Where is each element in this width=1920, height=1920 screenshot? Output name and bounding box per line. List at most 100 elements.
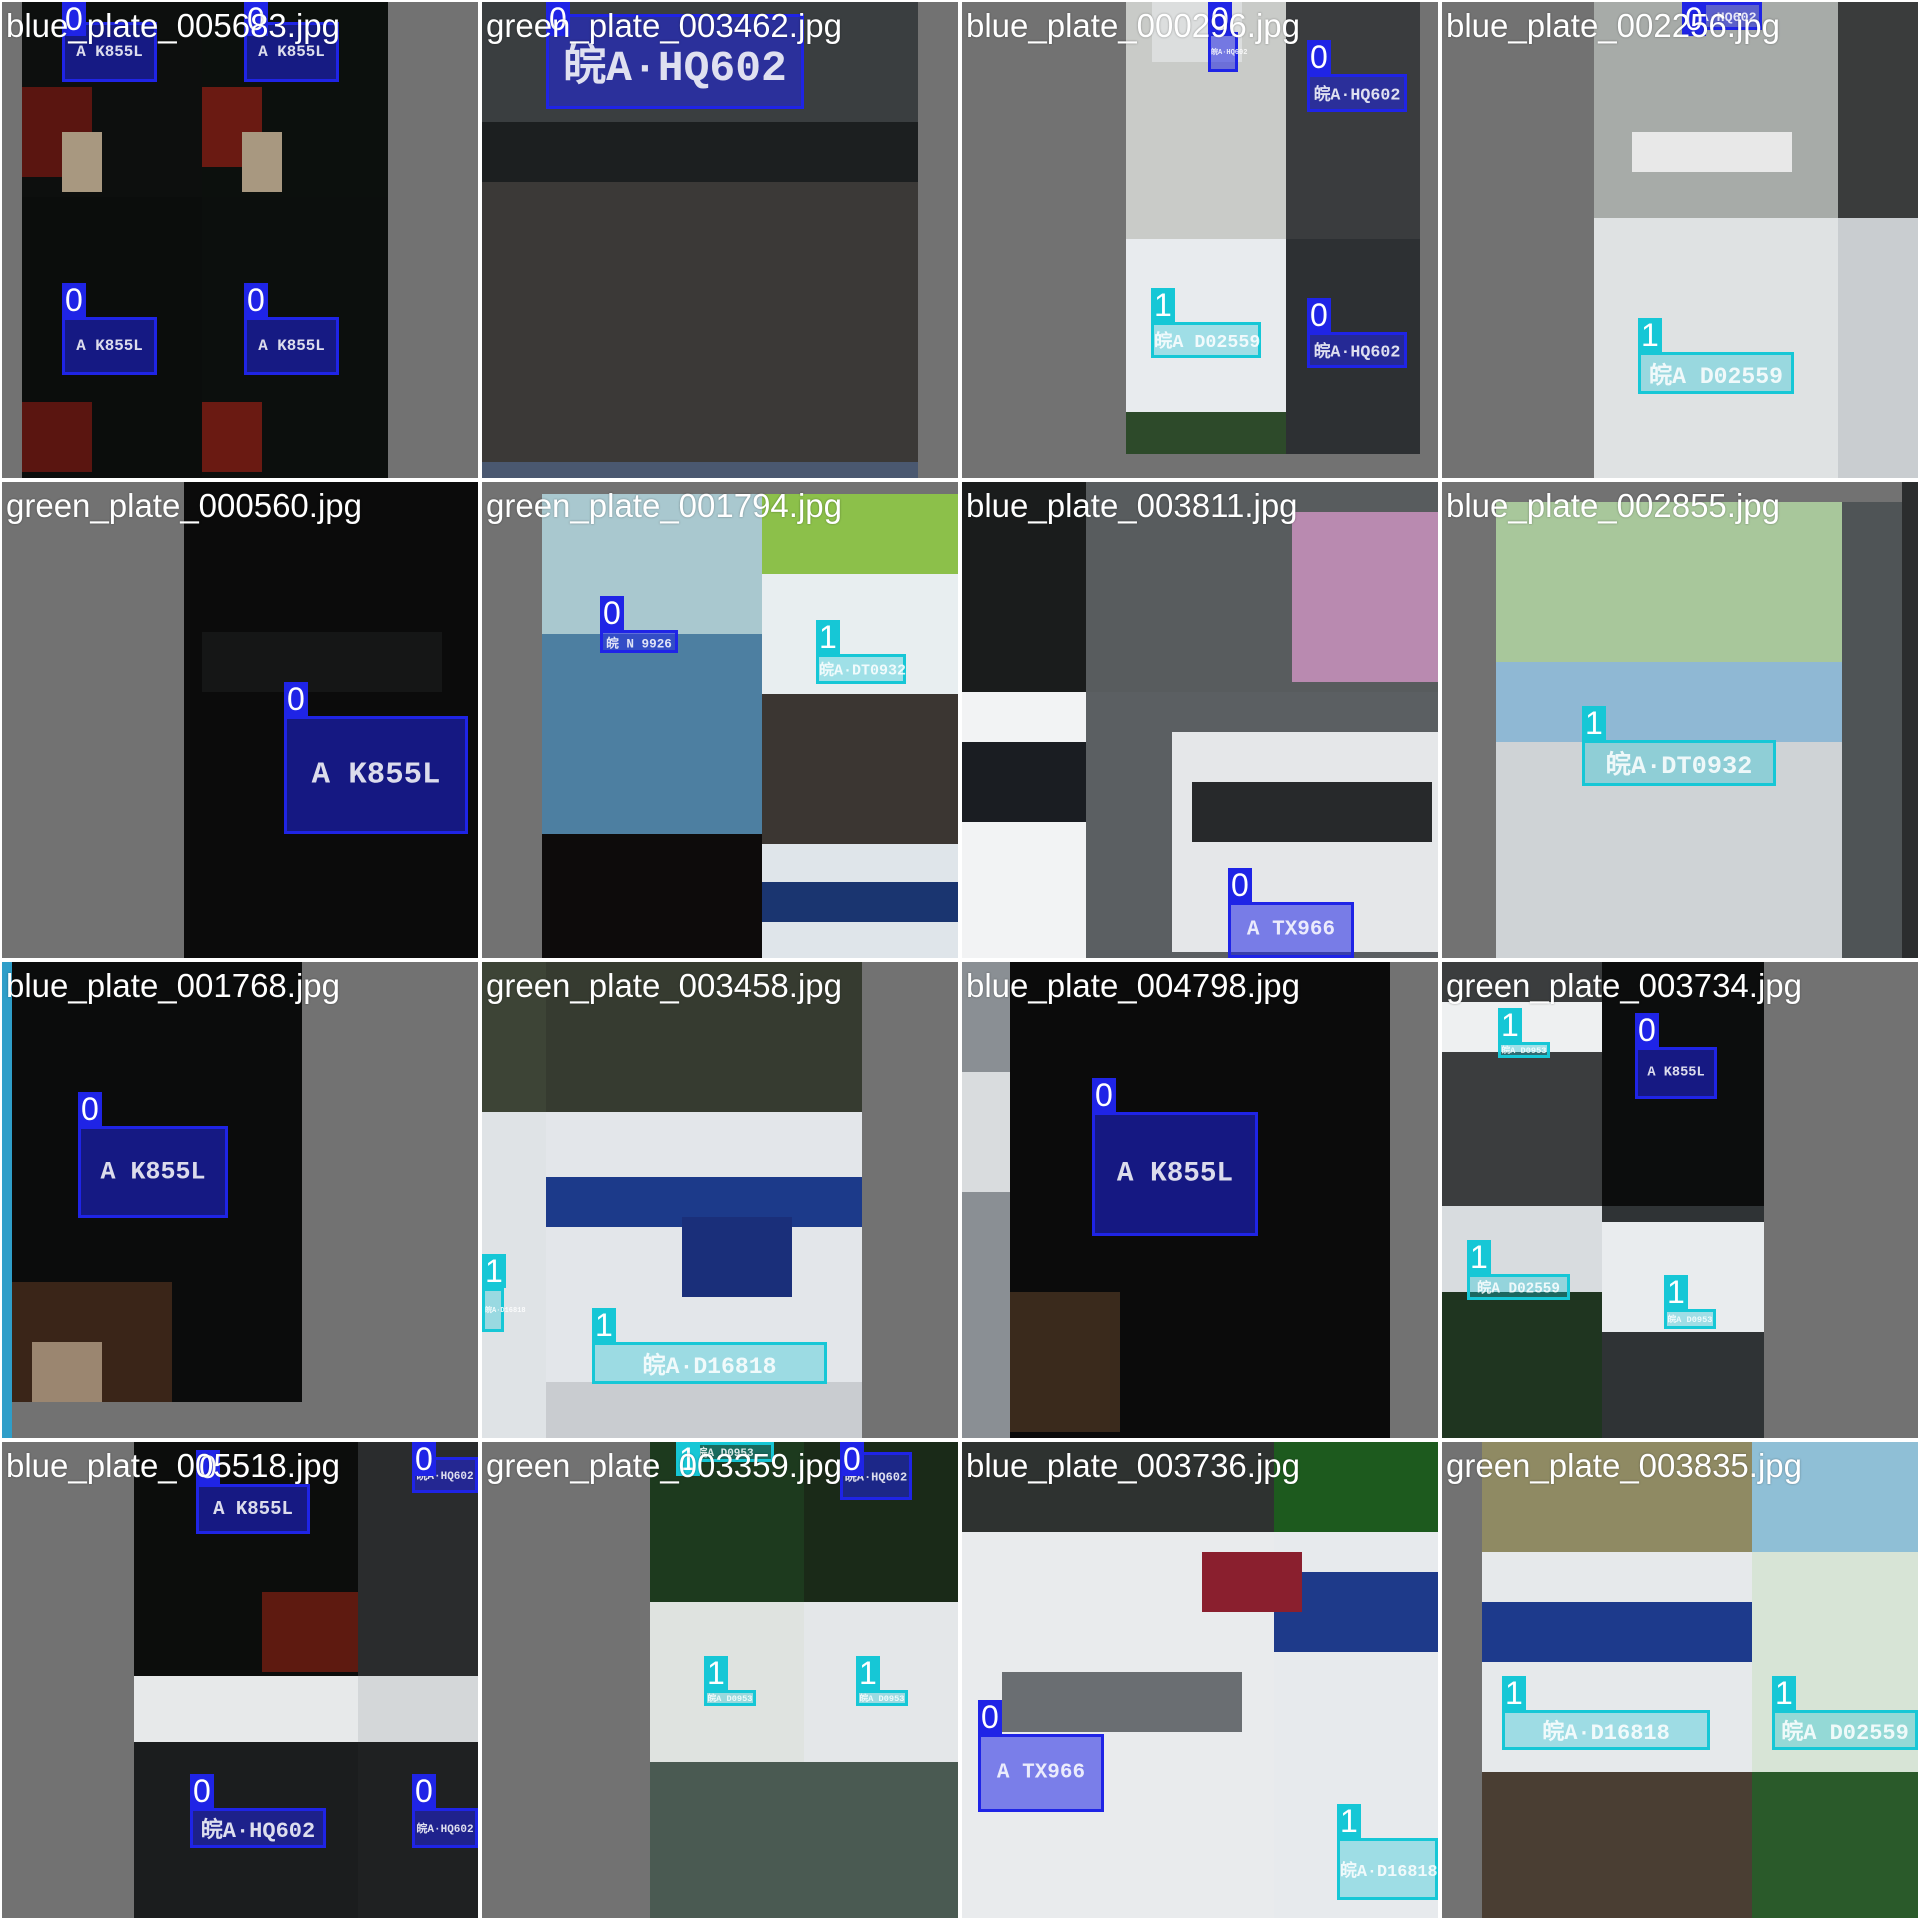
- photo-region: [482, 182, 918, 462]
- image-filename-caption: green_plate_003359.jpg: [486, 1447, 842, 1484]
- bounding-box: 皖A·HQ602: [412, 1808, 478, 1848]
- class-label: 0: [1208, 2, 1232, 36]
- bounding-box: A K855L: [78, 1126, 228, 1218]
- plate-number: 皖A D0953: [696, 1448, 754, 1460]
- plate-number: A K855L: [100, 1157, 206, 1187]
- mosaic-tile: 皖A·HQ602 0 皖A D02559 1 blue_plate_002256.jpg: [1442, 2, 1918, 478]
- image-filename-caption: blue_plate_005683.jpg: [6, 7, 340, 44]
- class-label: 1: [856, 1656, 880, 1690]
- photo-region: [542, 634, 762, 834]
- mosaic-tile: 皖A·D16818 1 皖A·D16818 1 green_plate_003458.j…: [482, 962, 958, 1438]
- photo-region: [1482, 1772, 1752, 1918]
- photo-region: [1902, 482, 1918, 958]
- bounding-box: 皖A·HQ602: [546, 14, 804, 109]
- photo-region: [762, 882, 958, 922]
- plate-number: 皖A D02559: [1477, 1281, 1560, 1298]
- class-label: 1: [676, 1442, 700, 1476]
- bounding-box: 皖A D02559: [1772, 1710, 1918, 1750]
- photo-region: [962, 742, 1086, 822]
- mosaic-tile: A K855L 0 green_plate_000560.jpg: [2, 482, 478, 958]
- class-label: 0: [244, 283, 268, 317]
- mosaic-tile: A K855L 0 皖A·HQ602 0 皖A·HQ602 0 皖A·HQ602 0 blue_…: [2, 1442, 478, 1918]
- plate-number: 皖A·D16818: [1542, 1721, 1670, 1746]
- plate-number: A TX966: [996, 1761, 1086, 1785]
- mosaic-tile: A TX966 0 blue_plate_003811.jpg: [962, 482, 1438, 958]
- bounding-box: A K855L: [1635, 1047, 1717, 1099]
- class-label: 1: [1467, 1240, 1491, 1274]
- photo-region: [650, 1762, 958, 1918]
- plate-number: 皖A·HQ602: [416, 1824, 474, 1836]
- photo-region: [2, 962, 12, 1438]
- bounding-box: 皖A D0953: [704, 1690, 756, 1706]
- class-label: 0: [1092, 1078, 1116, 1112]
- bounding-box: 皖A D0953: [1498, 1042, 1550, 1058]
- photo-region: [1002, 1672, 1242, 1732]
- photo-region: [762, 494, 958, 574]
- plate-number: 皖 N 9926: [606, 636, 672, 651]
- photo-region: [1010, 1292, 1120, 1432]
- class-label: 0: [412, 1774, 436, 1808]
- plate-number: 皖A D0953: [859, 1694, 905, 1704]
- image-filename-caption: blue_plate_002256.jpg: [1446, 7, 1780, 44]
- class-label: 0: [62, 2, 86, 36]
- image-filename-caption: blue_plate_001768.jpg: [6, 967, 340, 1004]
- mosaic-tile: 皖 N 9926 0 皖A·DT0932 1 green_plate_001794.jp…: [482, 482, 958, 958]
- plate-number: 皖A·DT0932: [1605, 752, 1753, 781]
- plate-number: 皖A D02559: [1649, 364, 1783, 390]
- photo-region: [546, 1382, 862, 1438]
- photo-region: [1192, 782, 1432, 842]
- photo-region: [482, 122, 918, 182]
- photo-region: [962, 692, 1086, 958]
- class-label: 0: [62, 283, 86, 317]
- bounding-box: 皖 N 9926: [600, 630, 678, 653]
- mosaic-tile: A K855L 0 blue_plate_004798.jpg: [962, 962, 1438, 1438]
- image-filename-caption: green_plate_001794.jpg: [486, 487, 842, 524]
- photo-region: [32, 1342, 102, 1402]
- bounding-box: 皖A D0953: [676, 1442, 774, 1462]
- photo-region: [542, 834, 762, 958]
- plate-number: 皖A D0953: [1667, 1315, 1713, 1325]
- photo-region: [262, 1592, 358, 1672]
- class-label: 1: [592, 1308, 616, 1342]
- bounding-box: A K855L: [62, 317, 157, 375]
- class-label: 0: [412, 1442, 436, 1476]
- bounding-box: 皖A·HQ602: [1307, 74, 1407, 112]
- photo-region: [1202, 1552, 1302, 1612]
- class-label: 0: [546, 2, 570, 36]
- class-label: 0: [244, 2, 268, 36]
- class-label: 1: [816, 620, 840, 654]
- bounding-box: A K855L: [284, 716, 468, 834]
- mosaic-tile: A TX966 0 皖A·D16818 1 blue_plate_003736.jpg: [962, 1442, 1438, 1918]
- plate-number: 皖A·DT0932: [819, 662, 907, 680]
- class-label: 1: [1664, 1275, 1688, 1309]
- photo-region: [1286, 2, 1420, 239]
- bounding-box: 皖A D02559: [1151, 322, 1261, 358]
- photo-region: [1442, 1292, 1602, 1438]
- photo-region: [962, 482, 1086, 692]
- bounding-box: A K855L: [244, 317, 339, 375]
- bounding-box: 皖A·HQ602: [1208, 32, 1248, 72]
- class-label: 1: [1638, 318, 1662, 352]
- photo-region: [1752, 1442, 1918, 1552]
- class-label: 0: [1307, 40, 1331, 74]
- plate-number: A K855L: [213, 1498, 293, 1520]
- photo-region: [1482, 1602, 1752, 1662]
- class-label: 0: [1307, 298, 1331, 332]
- photo-region: [962, 962, 1010, 1438]
- bounding-box: 皖A·D16818: [592, 1342, 827, 1384]
- class-label: 0: [190, 1774, 214, 1808]
- plate-number: 皖A·HQ602: [563, 43, 787, 93]
- plate-number: 皖A·HQ602: [1211, 49, 1248, 57]
- plate-number: 皖A D02559: [1781, 1721, 1909, 1746]
- plate-number: A K855L: [76, 43, 143, 61]
- bounding-box: 皖A D02559: [1467, 1274, 1570, 1300]
- class-label: 0: [600, 596, 624, 630]
- bounding-box: 皖A·HQ602: [1307, 332, 1407, 368]
- bounding-box: A TX966: [978, 1734, 1104, 1812]
- bounding-box: A TX966: [1228, 902, 1354, 958]
- photo-region: [762, 574, 958, 694]
- mosaic-tile: A K855L 0 A K855L 0 A K855L 0 A K855L 0 blue_pla…: [2, 2, 478, 478]
- plate-number: 皖A D0953: [707, 1694, 753, 1704]
- plate-number: 皖A D0953: [1501, 1046, 1547, 1056]
- class-label: 0: [840, 1442, 864, 1476]
